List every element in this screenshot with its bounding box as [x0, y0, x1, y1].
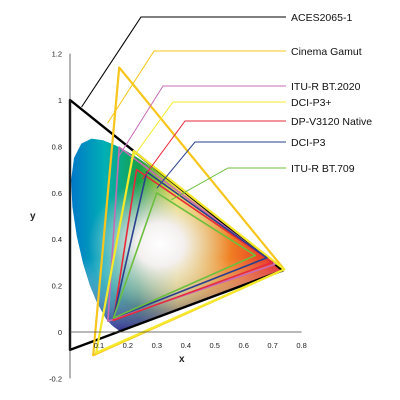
legend-leader-line [141, 120, 286, 180]
x-tick-label: 0.6 [238, 341, 248, 350]
legend-leader-line [81, 16, 286, 108]
gamut-triangle-dci-p3 [112, 171, 268, 319]
legend: ACES2065-1 Cinema Gamut ITU-R BT.2020 DCI-P… [81, 12, 372, 201]
x-tick-label: 0.8 [296, 341, 306, 350]
x-tick-label: 0.1 [94, 341, 104, 350]
y-tick-label: 1 [58, 96, 62, 105]
legend-item: DCI-P3 [156, 137, 326, 189]
y-tick-label: 0.6 [52, 189, 62, 198]
legend-label: DCI-P3 [291, 137, 326, 149]
white-point-glow [71, 138, 283, 331]
legend-item: Cinema Gamut [107, 46, 362, 124]
legend-item: DP-V3120 Native [141, 116, 372, 180]
legend-label: ITU-R BT.2020 [291, 81, 361, 93]
legend-item: DCI-P3+ [130, 97, 332, 161]
axes: -0.2 0 0.2 0.4 0.6 0.8 1 1.2 0.1 0.2 0.3 0.4 0.5 0.6… [30, 50, 307, 384]
y-tick-label: 0.2 [52, 282, 62, 291]
legend-label: ITU-R BT.709 [291, 163, 355, 175]
legend-leader-line [118, 85, 286, 156]
y-tick-label: 0.4 [52, 235, 62, 244]
x-tick-label: 0.3 [152, 341, 162, 350]
legend-label: ACES2065-1 [291, 12, 352, 24]
y-tick-label: 0 [58, 328, 62, 337]
plot-area [68, 66, 286, 357]
gamut-triangle-dp-v3120-native [112, 168, 274, 322]
legend-label: DCI-P3+ [291, 97, 332, 109]
legend-item: ITU-R BT.2020 [118, 81, 361, 156]
y-tick-label: 0.8 [52, 142, 62, 151]
x-tick-label: 0.2 [123, 341, 133, 350]
legend-leader-line [107, 50, 286, 124]
legend-item: ACES2065-1 [81, 12, 352, 108]
gamut-triangle-dci-p3-plus [94, 149, 286, 354]
legend-leader-line [156, 141, 286, 189]
x-tick-label: 0.7 [267, 341, 277, 350]
x-tick-label: 0.5 [210, 341, 220, 350]
y-tick-label: 1.2 [52, 50, 62, 59]
legend-label: Cinema Gamut [291, 46, 362, 58]
x-tick-labels: 0.1 0.2 0.3 0.4 0.5 0.6 0.7 0.8 [94, 341, 307, 350]
legend-leader-line [130, 101, 286, 161]
y-axis-label: y [30, 211, 36, 222]
y-tick-labels: -0.2 0 0.2 0.4 0.6 0.8 1 1.2 [49, 50, 62, 384]
y-tick-label: -0.2 [49, 374, 62, 383]
legend-label: DP-V3120 Native [291, 116, 372, 128]
x-tick-label: 0.4 [181, 341, 191, 350]
legend-item: ITU-R BT.709 [171, 163, 355, 201]
gamut-triangle-itu-r-bt709 [112, 192, 257, 319]
legend-leader-line [171, 167, 286, 201]
x-axis-label: x [179, 354, 185, 365]
